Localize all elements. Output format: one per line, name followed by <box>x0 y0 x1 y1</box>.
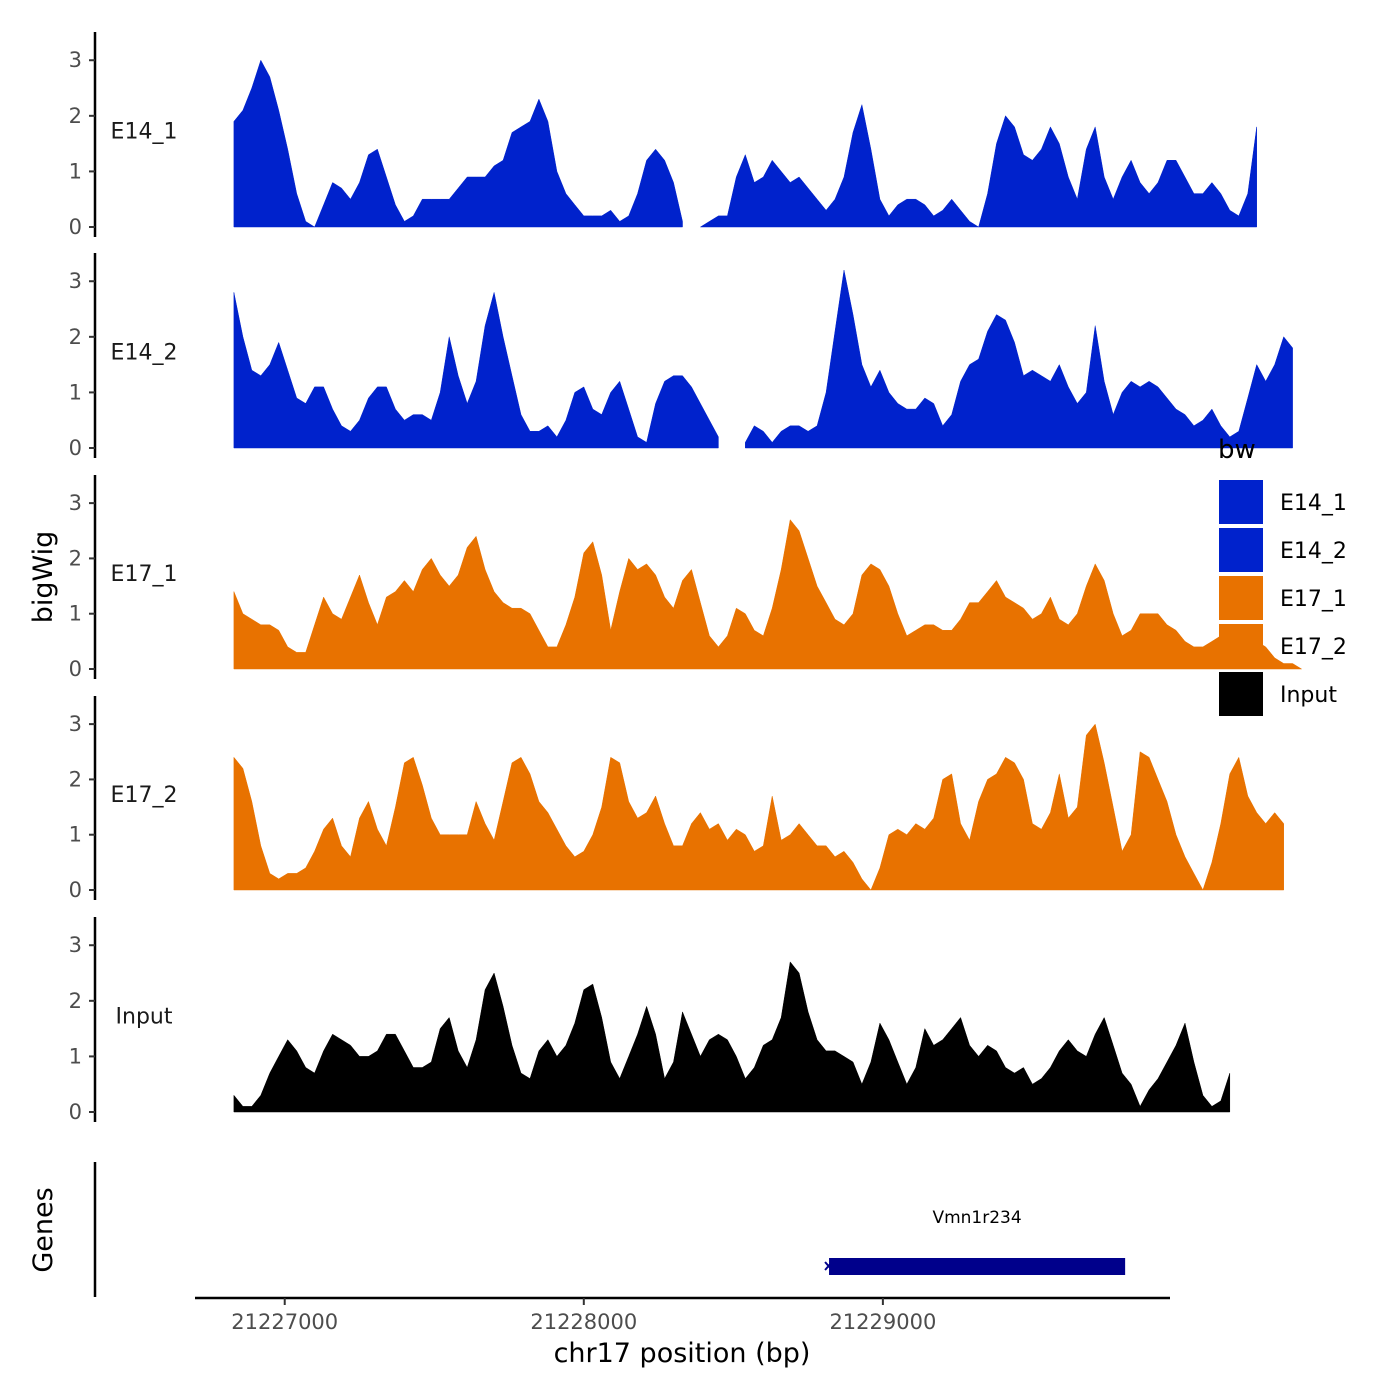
y-tick-label: 0 <box>69 657 82 681</box>
track-e14-1: 0 1 2 3 E14_1 <box>69 32 1257 239</box>
gene-body <box>829 1258 1126 1275</box>
signal-area <box>700 104 1257 228</box>
signal-area <box>233 59 683 228</box>
track-label: E17_1 <box>111 562 178 587</box>
y-tick-label: 3 <box>69 491 82 515</box>
y-tick-label: 2 <box>69 546 82 570</box>
legend-item: E17_2 <box>1219 624 1347 668</box>
y-tick-label: 0 <box>69 878 82 902</box>
legend-label: E14_2 <box>1280 539 1347 564</box>
y-tick-label: 2 <box>69 104 82 128</box>
x-tick-label: 21228000 <box>530 1310 637 1334</box>
x-tick-label: 21229000 <box>829 1310 936 1334</box>
x-tick-label: 21227000 <box>231 1310 338 1334</box>
legend-items: E14_1 E14_2 E17_1 E17_2 Input <box>1219 480 1347 716</box>
track-e17-2: 0 1 2 3 E17_2 <box>69 696 1284 902</box>
signal-area <box>233 723 1284 891</box>
legend-label: E17_2 <box>1280 635 1347 660</box>
y-tick-label: 2 <box>69 989 82 1013</box>
y-tick-label: 3 <box>69 48 82 72</box>
x-axis-title: chr17 position (bp) <box>554 1338 811 1369</box>
y-tick-label: 1 <box>69 159 82 183</box>
y-tick-label: 1 <box>69 602 82 626</box>
legend-label: Input <box>1280 683 1337 708</box>
legend-label: E14_1 <box>1280 491 1347 516</box>
y-tick-label: 0 <box>69 215 82 239</box>
signal-area <box>233 519 1302 670</box>
track-label: E17_2 <box>111 783 178 808</box>
y-tick-label: 0 <box>69 436 82 460</box>
legend-swatch <box>1219 528 1263 572</box>
legend-label: E17_1 <box>1280 587 1347 612</box>
legend-item: E17_1 <box>1219 576 1347 620</box>
y-tick-label: 3 <box>69 712 82 736</box>
legend-swatch <box>1219 576 1263 620</box>
x-axis: 21227000 21228000 21229000 chr17 position … <box>195 1296 1170 1369</box>
legend-swatch <box>1219 672 1263 716</box>
signal-tracks: 0 1 2 3 E14_1 0 1 2 3 E14_2 0 1 2 3 E17_1 0 1 2 3 E17_2 0 1 2 3… <box>69 32 1302 1124</box>
signal-area <box>233 292 719 449</box>
legend-item: E14_1 <box>1219 480 1347 524</box>
track-label: E14_1 <box>111 120 178 145</box>
track-label: E14_2 <box>111 341 178 366</box>
gene-strand-marker <box>824 1261 833 1271</box>
gene-label: Vmn1r234 <box>932 1208 1021 1228</box>
track-e14-2: 0 1 2 3 E14_2 <box>69 253 1293 460</box>
legend-title: bw <box>1218 435 1256 465</box>
legend-item: Input <box>1219 672 1337 716</box>
legend-swatch <box>1219 480 1263 524</box>
y-tick-label: 1 <box>69 1044 82 1068</box>
genes-panel: Genes Vmn1r234 <box>28 1162 1126 1297</box>
y-tick-label: 1 <box>69 823 82 847</box>
legend: bw E14_1 E14_2 E17_1 E17_2 Input <box>1218 435 1347 716</box>
y-tick-label: 2 <box>69 767 82 791</box>
y-tick-label: 1 <box>69 380 82 404</box>
track-e17-1: 0 1 2 3 E17_1 <box>69 475 1302 681</box>
legend-item: E14_2 <box>1219 528 1347 572</box>
y-tick-label: 3 <box>69 269 82 293</box>
legend-swatch <box>1219 624 1263 668</box>
y-tick-label: 0 <box>69 1100 82 1124</box>
y-axis-title: bigWig <box>28 531 59 624</box>
y-tick-label: 3 <box>69 933 82 957</box>
signal-area <box>233 961 1231 1113</box>
track-input: 0 1 2 3 Input <box>69 917 1231 1124</box>
track-label: Input <box>116 1005 173 1030</box>
x-axis-ticks: 21227000 21228000 21229000 <box>231 1298 936 1334</box>
genes-label: Genes <box>28 1187 59 1272</box>
y-tick-label: 2 <box>69 325 82 349</box>
gene-model: Vmn1r234 <box>824 1208 1126 1275</box>
signal-area <box>745 269 1293 449</box>
